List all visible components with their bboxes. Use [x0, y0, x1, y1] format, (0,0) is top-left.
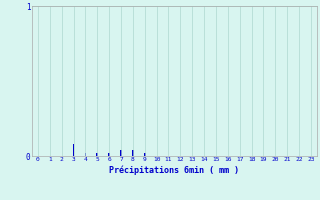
- X-axis label: Précipitations 6min ( mm ): Précipitations 6min ( mm ): [109, 165, 239, 175]
- Bar: [108, 153, 110, 156]
- Bar: [132, 150, 134, 156]
- Bar: [73, 144, 75, 156]
- Bar: [84, 153, 86, 156]
- Bar: [96, 153, 98, 156]
- Bar: [120, 150, 122, 156]
- Bar: [144, 153, 146, 156]
